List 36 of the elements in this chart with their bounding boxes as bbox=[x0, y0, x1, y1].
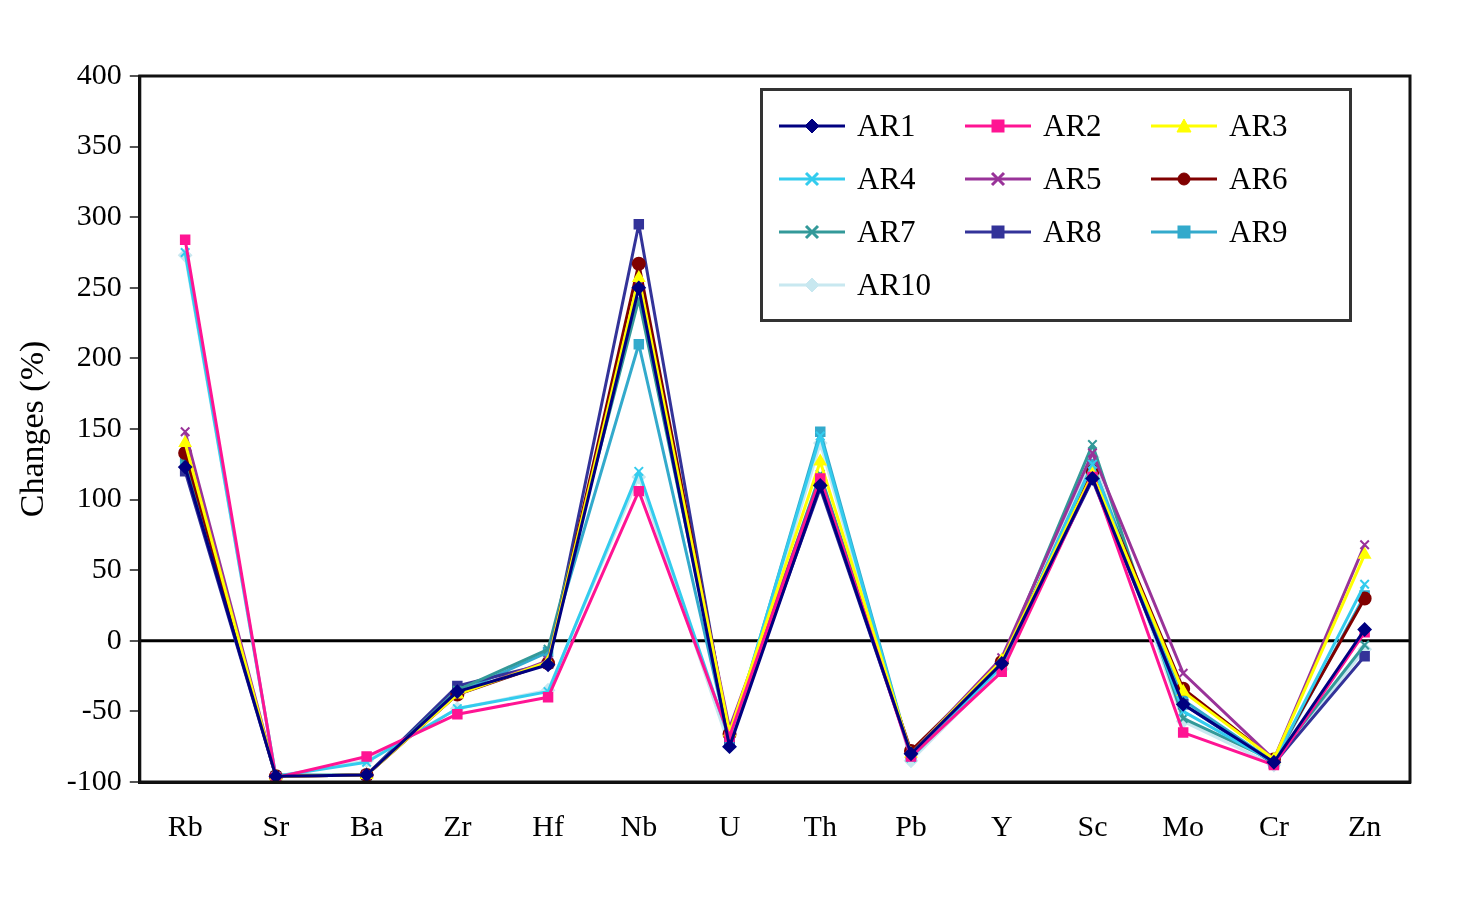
x-tick-label: Pb bbox=[895, 808, 927, 842]
legend-label: AR6 bbox=[1229, 160, 1288, 197]
y-tick-label: 300 bbox=[76, 198, 122, 232]
x-tick-label: Sr bbox=[262, 808, 290, 842]
x-tick-label: Zn bbox=[1347, 808, 1382, 842]
y-tick-label: 50 bbox=[91, 551, 122, 585]
y-tick-label: 150 bbox=[76, 409, 122, 443]
x-tick-label: U bbox=[718, 808, 741, 842]
legend-label: AR9 bbox=[1229, 213, 1288, 250]
y-axis-title: Changes (%) bbox=[13, 340, 52, 518]
x-tick-label: Ba bbox=[349, 808, 384, 842]
x-tick-label: Th bbox=[803, 808, 837, 842]
y-tick-label: 200 bbox=[76, 339, 122, 373]
y-tick-label: -100 bbox=[66, 762, 122, 796]
legend-label: AR7 bbox=[857, 213, 916, 250]
legend-label: AR4 bbox=[857, 160, 916, 197]
x-tick-label: Nb bbox=[620, 808, 658, 842]
legend-label: AR3 bbox=[1229, 107, 1288, 144]
y-tick-label: 350 bbox=[76, 127, 122, 161]
x-tick-label: Rb bbox=[167, 808, 203, 842]
legend-label: AR2 bbox=[1043, 107, 1102, 144]
legend-label: AR5 bbox=[1043, 160, 1102, 197]
legend-label: AR10 bbox=[857, 266, 932, 303]
y-tick-label: 400 bbox=[76, 56, 122, 90]
x-tick-label: Y bbox=[990, 808, 1013, 842]
x-tick-label: Cr bbox=[1258, 808, 1289, 842]
x-tick-label: Mo bbox=[1162, 808, 1205, 842]
legend-label: AR1 bbox=[857, 107, 916, 144]
x-tick-label: Hf bbox=[532, 808, 564, 842]
y-tick-label: 0 bbox=[106, 621, 122, 655]
x-tick-label: Sc bbox=[1077, 808, 1108, 842]
y-tick-label: 250 bbox=[76, 268, 122, 302]
x-tick-label: Zr bbox=[443, 808, 472, 842]
y-tick-label: 100 bbox=[76, 480, 122, 514]
legend-label: AR8 bbox=[1043, 213, 1102, 250]
y-tick-label: -50 bbox=[81, 692, 122, 726]
